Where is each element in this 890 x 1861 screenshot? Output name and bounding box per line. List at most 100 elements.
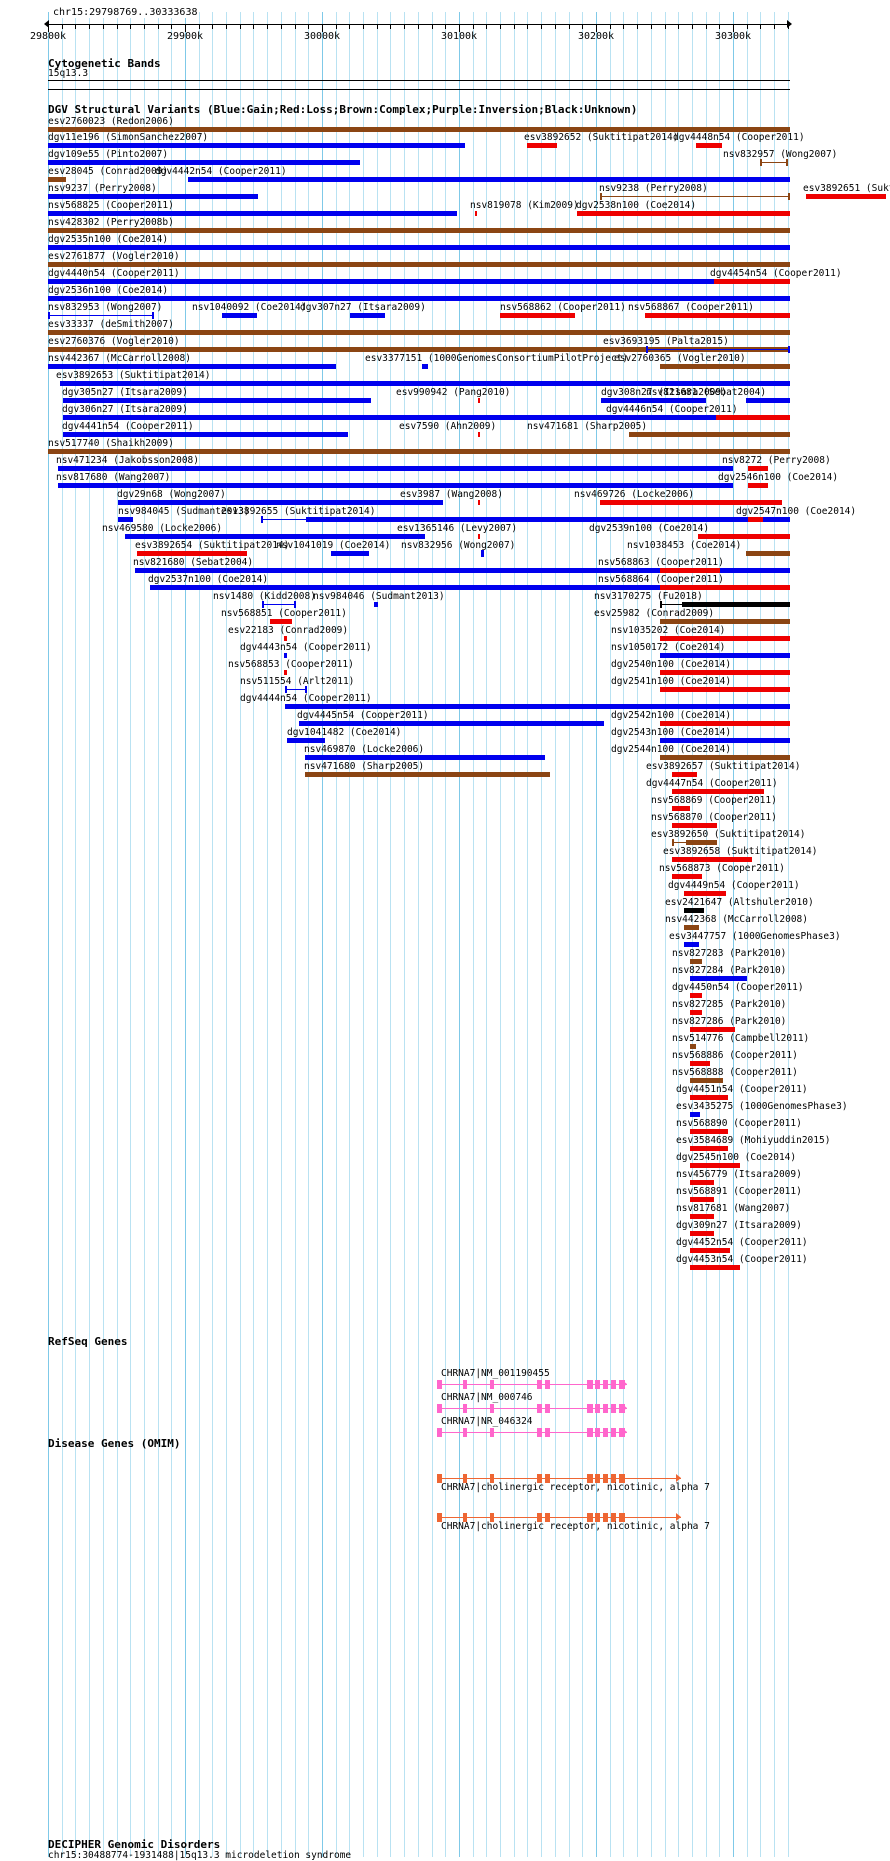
feature-label[interactable]: esv28045 (Conrad2009): [48, 166, 169, 177]
feature-bar[interactable]: [422, 364, 428, 369]
feature-label[interactable]: dgv4451n54 (Cooper2011): [676, 1084, 808, 1095]
gene-label[interactable]: CHRNA7|NM_000746: [441, 1392, 533, 1403]
feature-label[interactable]: nsv827284 (Park2010): [672, 965, 787, 976]
feature-bar[interactable]: [682, 602, 790, 607]
feature-bar[interactable]: [698, 534, 790, 539]
feature-label[interactable]: esv990942 (Pang2010): [396, 387, 511, 398]
feature-label[interactable]: esv2421647 (Altshuler2010): [665, 897, 814, 908]
feature-label[interactable]: dgv4443n54 (Cooper2011): [240, 642, 372, 653]
feature-bar[interactable]: [690, 1163, 740, 1168]
feature-bar[interactable]: [746, 551, 790, 556]
feature-label[interactable]: dgv2537n100 (Coe2014): [148, 574, 269, 585]
feature-bar[interactable]: [660, 653, 790, 658]
feature-bar[interactable]: [306, 517, 790, 522]
feature-label[interactable]: esv3987 (Wang2008): [400, 489, 503, 500]
feature-bar[interactable]: [690, 1214, 714, 1219]
feature-label[interactable]: nsv984045 (Sudmant2013): [118, 506, 250, 517]
feature-bar[interactable]: [478, 500, 480, 505]
feature-bar[interactable]: [135, 568, 790, 573]
feature-bar[interactable]: [285, 704, 790, 709]
feature-bar-thin[interactable]: [600, 196, 790, 197]
feature-label[interactable]: nsv817681 (Wang2007): [676, 1203, 791, 1214]
feature-label[interactable]: esv2760365 (Vogler2010): [614, 353, 746, 364]
feature-label[interactable]: esv3377151 (1000GenomesConsortiumPilotPr…: [365, 353, 629, 364]
feature-label[interactable]: nsv471680 (Sharp2005): [304, 761, 425, 772]
feature-label[interactable]: dgv307n27 (Itsara2009): [300, 302, 426, 313]
feature-label[interactable]: nsv827283 (Park2010): [672, 948, 787, 959]
feature-bar[interactable]: [48, 127, 790, 132]
feature-bar[interactable]: [696, 143, 722, 148]
feature-label[interactable]: esv3435275 (1000GenomesPhase3): [676, 1101, 848, 1112]
feature-label[interactable]: nsv827286 (Park2010): [672, 1016, 787, 1027]
feature-bar[interactable]: [684, 891, 726, 896]
gene-model[interactable]: [437, 1378, 627, 1391]
feature-label[interactable]: esv3892652 (Suktitipat2014): [524, 132, 679, 143]
feature-label[interactable]: esv2761877 (Vogler2010): [48, 251, 180, 262]
feature-bar[interactable]: [48, 245, 790, 250]
feature-label[interactable]: dgv2540n100 (Coe2014): [611, 659, 732, 670]
feature-bar[interactable]: [527, 143, 557, 148]
feature-label[interactable]: dgv2546n100 (Coe2014): [718, 472, 839, 483]
feature-bar[interactable]: [672, 772, 697, 777]
feature-bar[interactable]: [690, 959, 702, 964]
feature-label[interactable]: nsv568888 (Cooper2011): [672, 1067, 798, 1078]
ruler-left-arrow[interactable]: [44, 20, 49, 28]
feature-bar[interactable]: [48, 347, 790, 352]
feature-label[interactable]: nsv817680 (Wang2007): [56, 472, 171, 483]
feature-bar[interactable]: [63, 415, 790, 420]
feature-bar[interactable]: [478, 432, 480, 437]
feature-bar[interactable]: [690, 1112, 700, 1117]
feature-label[interactable]: nsv1050172 (Coe2014): [611, 642, 726, 653]
feature-label[interactable]: esv3892651 (Suktitipat2014): [803, 183, 890, 194]
feature-label[interactable]: esv3693195 (Palta2015): [603, 336, 729, 347]
feature-bar[interactable]: [600, 500, 782, 505]
feature-bar[interactable]: [660, 755, 790, 760]
feature-label[interactable]: nsv568825 (Cooper2011): [48, 200, 174, 211]
feature-label[interactable]: nsv568890 (Cooper2011): [676, 1118, 802, 1129]
feature-label[interactable]: dgv4448n54 (Cooper2011): [673, 132, 805, 143]
feature-label[interactable]: nsv511554 (Arlt2011): [240, 676, 355, 687]
feature-label[interactable]: esv1365146 (Levy2007): [397, 523, 518, 534]
feature-bar[interactable]: [690, 1010, 702, 1015]
feature-bar[interactable]: [660, 721, 790, 726]
feature-bar[interactable]: [287, 738, 325, 743]
feature-bar[interactable]: [137, 551, 247, 556]
feature-label[interactable]: nsv9237 (Perry2008): [48, 183, 157, 194]
feature-bar[interactable]: [48, 364, 336, 369]
feature-label[interactable]: dgv4444n54 (Cooper2011): [240, 693, 372, 704]
feature-bar[interactable]: [690, 1027, 735, 1032]
feature-label[interactable]: dgv305n27 (Itsara2009): [62, 387, 188, 398]
feature-label[interactable]: nsv568869 (Cooper2011): [651, 795, 777, 806]
feature-label[interactable]: nsv832957 (Wong2007): [723, 149, 838, 160]
feature-bar[interactable]: [500, 313, 575, 318]
feature-label[interactable]: esv2760023 (Redon2006): [48, 116, 174, 127]
feature-bar[interactable]: [284, 636, 287, 641]
feature-bar[interactable]: [690, 976, 747, 981]
feature-label[interactable]: nsv469580 (Locke2006): [102, 523, 223, 534]
feature-label[interactable]: nsv471681 (Sharp2005): [527, 421, 648, 432]
feature-bar[interactable]: [660, 364, 790, 369]
feature-label[interactable]: dgv109e55 (Pinto2007): [48, 149, 169, 160]
feature-label[interactable]: nsv8272 (Perry2008): [722, 455, 831, 466]
feature-label[interactable]: dgv2543n100 (Coe2014): [611, 727, 732, 738]
feature-bar[interactable]: [660, 738, 790, 743]
feature-bar[interactable]: [672, 806, 690, 811]
feature-label[interactable]: dgv4446n54 (Cooper2011): [606, 404, 738, 415]
feature-bar[interactable]: [684, 942, 699, 947]
feature-bar[interactable]: [125, 534, 425, 539]
gene-label[interactable]: CHRNA7|cholinergic receptor, nicotinic, …: [441, 1482, 710, 1493]
feature-bar[interactable]: [48, 194, 258, 199]
feature-bar[interactable]: [690, 1180, 714, 1185]
feature-label[interactable]: dgv11e196 (SimonSanchez2007): [48, 132, 209, 143]
feature-bar[interactable]: [305, 755, 545, 760]
gene-label[interactable]: CHRNA7|cholinergic receptor, nicotinic, …: [441, 1521, 710, 1532]
feature-bar[interactable]: [690, 1095, 728, 1100]
feature-bar[interactable]: [684, 908, 704, 913]
ruler[interactable]: chr15:29798769..30333638 29800k 29900k 300…: [0, 0, 890, 46]
feature-bar[interactable]: [331, 551, 369, 556]
feature-bar-thin[interactable]: [48, 315, 154, 316]
feature-label[interactable]: nsv1035202 (Coe2014): [611, 625, 726, 636]
feature-label[interactable]: nsv442368 (McCarroll2008): [665, 914, 808, 925]
feature-bar[interactable]: [48, 296, 790, 301]
feature-bar[interactable]: [690, 1197, 714, 1202]
